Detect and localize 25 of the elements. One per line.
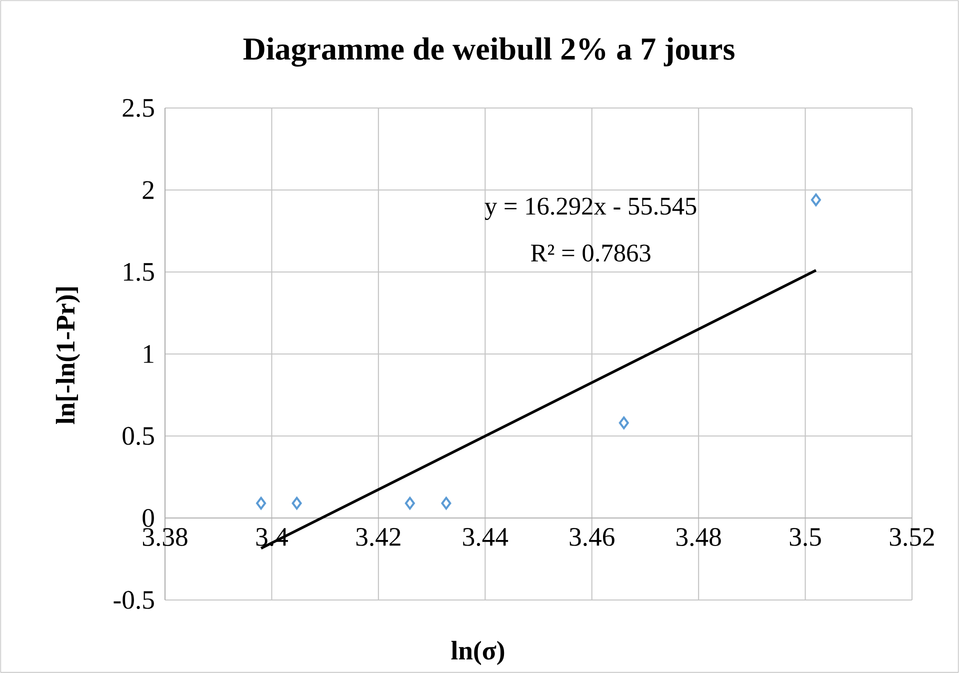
- y-tick-label: 1.5: [124, 262, 154, 281]
- chart-title: Diagramme de weibull 2% a 7 jours: [243, 37, 734, 67]
- annotation: R² = 0.7863: [530, 244, 650, 262]
- x-tick-label: 3.46: [570, 528, 614, 546]
- y-tick-label: 0: [142, 508, 154, 527]
- y-tick-label: 2: [142, 181, 154, 199]
- point: [404, 496, 415, 510]
- annotation: y = 16.292x - 55.545: [484, 198, 696, 220]
- x-axis-title: ln(σ): [451, 640, 504, 666]
- x-tick-label: 3.52: [890, 528, 934, 546]
- point: [292, 496, 302, 510]
- x-tick-label: 3.38: [142, 528, 188, 546]
- y-tick-label: 1: [144, 345, 154, 363]
- point: [810, 193, 821, 206]
- y-axis-title: ln[-ln(1-Pr)]: [56, 287, 80, 424]
- point: [256, 496, 266, 510]
- x-tick-label: 3.5: [790, 528, 821, 546]
- point: [618, 416, 629, 430]
- y-tick-label: -0.5: [114, 590, 154, 610]
- y-tick-label: 2.5: [122, 98, 154, 117]
- point: [441, 496, 452, 510]
- y-tick-label: 0.5: [122, 426, 154, 446]
- x-tick-label: 3.44: [463, 528, 508, 546]
- x-tick-label: 3.42: [356, 528, 400, 546]
- x-tick-label: 3.48: [676, 528, 721, 546]
